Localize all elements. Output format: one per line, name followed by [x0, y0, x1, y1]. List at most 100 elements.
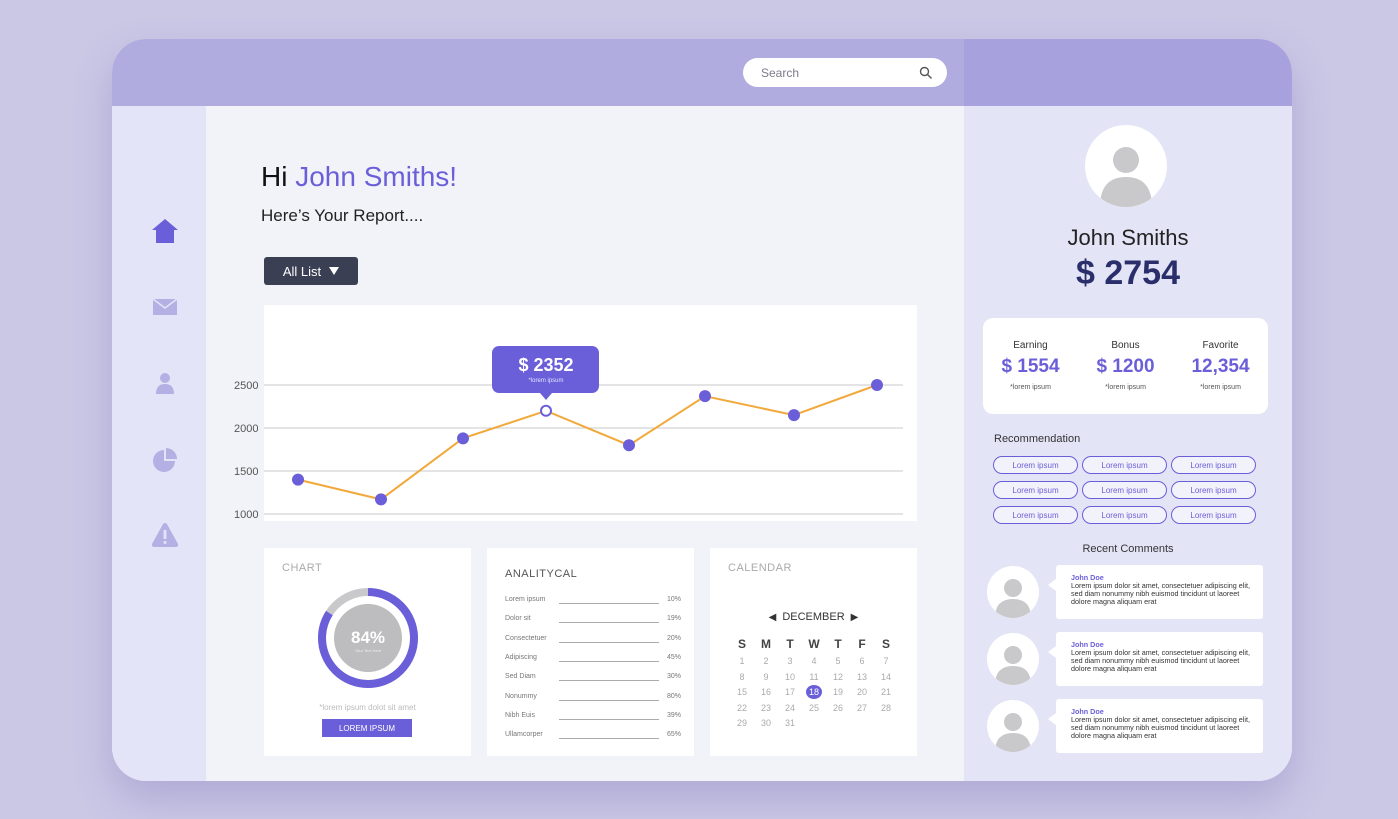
- recommendation-tag[interactable]: Lorem ipsum: [1082, 456, 1167, 474]
- stat-label: Favorite: [1202, 340, 1239, 351]
- calendar-day[interactable]: 30: [760, 718, 771, 728]
- top-bar: Search: [112, 39, 964, 106]
- recommendation-tag[interactable]: Lorem ipsum: [1171, 481, 1256, 499]
- user-icon[interactable]: [150, 368, 180, 398]
- lorem-ipsum-button[interactable]: LOREM IPSUM: [322, 719, 412, 737]
- calendar-day[interactable]: 27: [856, 702, 867, 713]
- data-point[interactable]: [292, 473, 304, 486]
- calendar-day[interactable]: 8: [739, 671, 745, 682]
- recommendation-tag[interactable]: Lorem ipsum: [993, 506, 1078, 524]
- calendar-day[interactable]: 21: [880, 687, 891, 697]
- recommendation-title: Recommendation: [994, 433, 1081, 445]
- analytical-value: 19%: [666, 615, 681, 623]
- all-list-dropdown[interactable]: All List: [264, 257, 358, 285]
- comment-bubble: John Doe Lorem ipsum dolor sit amet, cons…: [1048, 699, 1263, 753]
- next-month-icon[interactable]: ▶: [850, 611, 859, 623]
- calendar-day[interactable]: 23: [760, 702, 771, 713]
- mail-icon[interactable]: [150, 292, 180, 322]
- calendar-day[interactable]: 14: [880, 671, 891, 682]
- calendar-day[interactable]: 31: [784, 718, 795, 728]
- recommendation-tag[interactable]: Lorem ipsum: [1082, 481, 1167, 499]
- calendar-day[interactable]: 29: [736, 718, 747, 728]
- calendar-day[interactable]: 1: [739, 656, 745, 666]
- calendar-day[interactable]: 19: [832, 687, 843, 697]
- greeting-name: John Smiths!: [295, 161, 458, 192]
- analytical-label: Consectetuer: [505, 634, 547, 642]
- search-icon[interactable]: [919, 66, 933, 80]
- dropdown-label: All List: [282, 263, 322, 279]
- comment-text: Lorem ipsum dolor sit amet, consectetuer…: [1071, 715, 1250, 740]
- pie-chart-icon[interactable]: [150, 445, 180, 475]
- tooltip-caption: *lorem ipsum: [528, 378, 563, 384]
- calendar-day[interactable]: 28: [880, 702, 891, 713]
- data-point[interactable]: [871, 379, 883, 391]
- data-point[interactable]: [375, 493, 387, 506]
- calendar-day[interactable]: 10: [784, 671, 795, 682]
- calendar-day[interactable]: 17: [784, 687, 795, 697]
- analytical-card: ANALITYCAL Lorem ipsum 10% Dolor sit 19% Con…: [487, 548, 694, 756]
- profile-amount: $ 2754: [1076, 254, 1180, 292]
- comment-author: John Doe: [1071, 707, 1104, 716]
- analytical-label: Lorem ipsum: [505, 596, 546, 603]
- analytical-value: 65%: [666, 731, 681, 739]
- recommendation-tag[interactable]: Lorem ipsum: [1171, 456, 1256, 474]
- analytical-label: Ullamcorper: [505, 731, 543, 739]
- calendar-day[interactable]: 3: [787, 656, 793, 666]
- warning-icon[interactable]: [150, 520, 180, 550]
- recommendation-tag[interactable]: Lorem ipsum: [1082, 506, 1167, 524]
- data-point[interactable]: [788, 409, 800, 422]
- calendar-day[interactable]: 5: [835, 656, 841, 666]
- y-tick-label: 2000: [234, 423, 258, 435]
- prev-month-icon[interactable]: ◀: [768, 611, 777, 623]
- stat-note: *lorem ipsum: [1105, 384, 1146, 391]
- data-point[interactable]: [540, 404, 552, 417]
- calendar-day[interactable]: 12: [832, 671, 843, 682]
- weekday-label: T: [834, 637, 842, 651]
- analytical-value: 20%: [666, 634, 681, 642]
- recommendation-tag[interactable]: Lorem ipsum: [993, 481, 1078, 499]
- y-tick-label: 2500: [234, 380, 258, 392]
- recommendation-tag[interactable]: Lorem ipsum: [1171, 506, 1256, 524]
- comment-avatar: [987, 700, 1039, 752]
- stats-card: Earning $ 1554 *lorem ipsum Bonus $ 1200…: [983, 318, 1268, 414]
- comment-text: Lorem ipsum dolor sit amet, consectetuer…: [1071, 648, 1250, 673]
- analytical-row: Lorem ipsum 10%: [505, 596, 681, 606]
- calendar-day[interactable]: 15: [736, 687, 747, 697]
- user-avatar-icon: [1100, 147, 1152, 207]
- recommendation-tag[interactable]: Lorem ipsum: [993, 456, 1078, 474]
- analytical-row: Dolor sit 19%: [505, 615, 681, 625]
- calendar-day[interactable]: 22: [736, 702, 747, 713]
- donut-progress: [318, 588, 418, 688]
- y-tick-label: 1000: [234, 509, 258, 521]
- calendar-day[interactable]: 6: [859, 656, 865, 666]
- weekday-label: T: [786, 637, 794, 651]
- data-point[interactable]: [623, 439, 635, 452]
- data-point[interactable]: [699, 390, 711, 403]
- data-point[interactable]: [457, 432, 469, 445]
- donut-center: [334, 604, 402, 672]
- greeting-subtitle: Here’s Your Report....: [261, 206, 424, 225]
- calendar-day[interactable]: 4: [811, 656, 817, 666]
- calendar-day-selected[interactable]: 18: [806, 685, 822, 699]
- calendar-day[interactable]: 24: [784, 702, 795, 713]
- calendar-card: CALENDAR ◀ DECEMBER ▶ S M T W T F S 1 2 3 4 5 6 7 8 9 10…: [710, 548, 917, 756]
- calendar-day[interactable]: 11: [809, 671, 819, 682]
- calendar-day[interactable]: 13: [856, 671, 867, 682]
- analytical-label: Nibh Euis: [505, 711, 535, 719]
- stat-value: $ 1554: [1001, 356, 1060, 377]
- stat-value: 12,354: [1191, 356, 1250, 377]
- calendar-day[interactable]: 9: [763, 671, 769, 682]
- donut-percent: 84%: [350, 628, 386, 647]
- calendar-day[interactable]: 2: [763, 656, 769, 666]
- calendar-day[interactable]: 7: [883, 656, 889, 666]
- calendar-day[interactable]: 16: [760, 687, 771, 697]
- calendar-day[interactable]: 25: [808, 702, 819, 713]
- search-input[interactable]: Search: [743, 58, 947, 87]
- profile-avatar: [1085, 125, 1167, 207]
- analytical-value: 45%: [666, 653, 681, 661]
- calendar-day[interactable]: 26: [832, 702, 843, 713]
- analytical-line: [559, 699, 659, 701]
- donut-sub-label: Your Text Here: [354, 648, 382, 653]
- home-icon[interactable]: [150, 216, 180, 246]
- calendar-day[interactable]: 20: [856, 687, 867, 697]
